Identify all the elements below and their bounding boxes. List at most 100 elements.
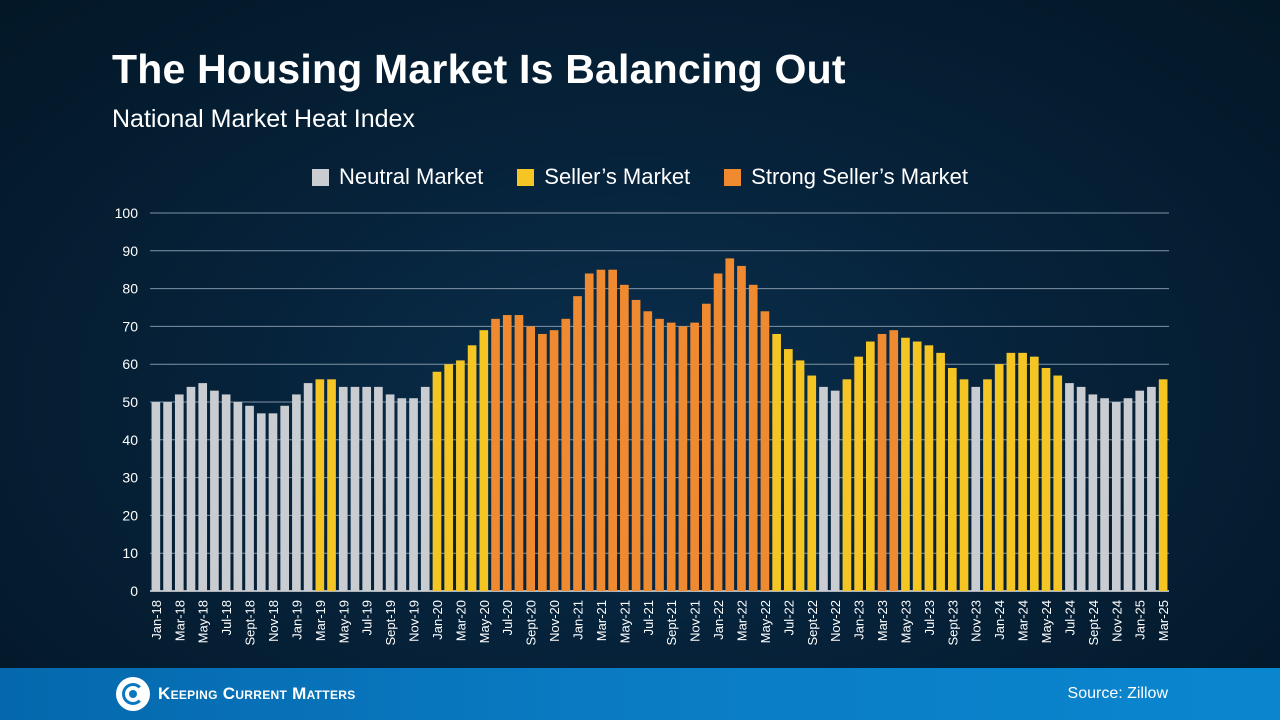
x-tick-labels: Jan-18 Mar-18 May-18 Jul-18 Sept-18 Nov-18 Jan… xyxy=(149,600,1171,646)
bar xyxy=(912,341,922,591)
bar xyxy=(385,394,395,591)
bar xyxy=(1123,398,1133,591)
x-tick-label: May-22 xyxy=(758,600,773,643)
bar xyxy=(350,386,360,591)
x-tick-label: May-19 xyxy=(336,600,351,643)
x-tick-label: Sept-19 xyxy=(383,600,398,646)
x-tick-label: Mar-18 xyxy=(172,600,187,641)
bar xyxy=(772,333,781,591)
bar xyxy=(702,303,711,591)
legend-swatch-seller xyxy=(517,168,535,186)
bar xyxy=(198,383,208,591)
bar xyxy=(678,326,688,591)
x-tick-label: Mar-19 xyxy=(313,600,328,641)
bar xyxy=(444,364,454,591)
bar xyxy=(631,299,641,591)
x-tick-label: May-24 xyxy=(1039,600,1054,643)
bar xyxy=(256,413,266,591)
x-tick-label: Jan-24 xyxy=(992,600,1007,640)
bar xyxy=(936,352,945,591)
bar xyxy=(221,394,231,591)
x-tick-label: Jan-19 xyxy=(289,600,304,640)
bar xyxy=(865,341,875,591)
bar xyxy=(514,315,524,591)
bar xyxy=(1029,356,1039,591)
bar xyxy=(643,311,653,591)
chart-subtitle: National Market Heat Index xyxy=(112,105,415,133)
x-tick-label: Jan-23 xyxy=(852,600,867,640)
x-tick-label: May-18 xyxy=(196,600,211,643)
bars xyxy=(151,258,1168,591)
x-tick-label: Jul-22 xyxy=(781,600,796,635)
legend-label-seller: Seller’s Market xyxy=(544,164,691,189)
x-tick-label: Jul-19 xyxy=(360,600,375,635)
x-tick-label: Mar-23 xyxy=(875,600,890,641)
x-tick-label: Jul-23 xyxy=(922,600,937,635)
x-tick-label: Sept-22 xyxy=(805,600,820,646)
source-note: Source: Zillow xyxy=(1067,685,1168,702)
bar xyxy=(1158,379,1168,591)
legend: Neutral Market Seller’s Market Strong Se… xyxy=(0,164,1280,190)
bar xyxy=(163,402,172,591)
legend-item-strong: Strong Seller’s Market xyxy=(724,164,968,190)
bar xyxy=(596,269,606,591)
bar xyxy=(994,364,1004,591)
y-tick-label: 20 xyxy=(122,507,138,523)
footer-bar: Keeping Current Matters Source: Zillow xyxy=(0,668,1280,720)
bar xyxy=(1100,398,1109,591)
y-tick-label: 90 xyxy=(122,243,138,259)
bar xyxy=(1135,390,1145,591)
bar xyxy=(362,386,372,591)
bar xyxy=(151,402,161,591)
y-tick-label: 50 xyxy=(122,394,138,410)
bar xyxy=(983,379,992,591)
bar xyxy=(819,386,828,591)
x-tick-label: Jan-21 xyxy=(571,600,586,640)
bar xyxy=(959,379,969,591)
legend-swatch-neutral xyxy=(311,168,329,186)
bar xyxy=(374,386,383,591)
x-tick-label: Jan-18 xyxy=(149,600,164,640)
x-tick-label: Mar-21 xyxy=(594,600,609,641)
bar xyxy=(760,311,770,591)
bar xyxy=(233,402,243,591)
brand-name: Keeping Current Matters xyxy=(158,684,356,703)
x-tick-label: Jul-20 xyxy=(500,600,515,635)
y-tick-label: 30 xyxy=(122,470,138,486)
x-tick-label: May-20 xyxy=(477,600,492,643)
legend-label-strong: Strong Seller’s Market xyxy=(751,164,969,189)
bar xyxy=(737,265,746,591)
y-tick-label: 0 xyxy=(130,583,138,599)
x-tick-label: Mar-20 xyxy=(453,600,468,641)
bar xyxy=(784,349,793,591)
bar xyxy=(1065,383,1074,591)
chart-title: The Housing Market Is Balancing Out xyxy=(112,46,846,92)
bar xyxy=(573,296,582,591)
bar xyxy=(666,322,676,591)
x-tick-label: May-23 xyxy=(898,600,913,643)
x-tick-label: Nov-18 xyxy=(266,600,281,642)
bar xyxy=(502,315,512,591)
bar xyxy=(842,379,852,591)
x-tick-label: Jan-20 xyxy=(430,600,445,640)
bar xyxy=(526,326,535,591)
bar xyxy=(420,386,430,591)
legend-item-seller: Seller’s Market xyxy=(517,164,690,190)
bar xyxy=(456,360,465,591)
y-tick-label: 100 xyxy=(115,205,139,221)
bar xyxy=(584,273,594,591)
bar xyxy=(901,337,910,591)
bar xyxy=(327,379,336,591)
y-tick-label: 80 xyxy=(122,281,138,297)
bar xyxy=(292,394,301,591)
bar xyxy=(1111,402,1121,591)
bar xyxy=(186,386,196,591)
y-tick-labels: 0 10 20 30 40 50 60 70 80 90 100 xyxy=(115,205,139,599)
x-tick-label: Nov-19 xyxy=(407,600,422,642)
bar xyxy=(338,386,348,591)
bar xyxy=(1018,352,1027,591)
bar xyxy=(245,405,254,591)
y-tick-label: 40 xyxy=(122,432,138,448)
bar xyxy=(608,269,617,591)
